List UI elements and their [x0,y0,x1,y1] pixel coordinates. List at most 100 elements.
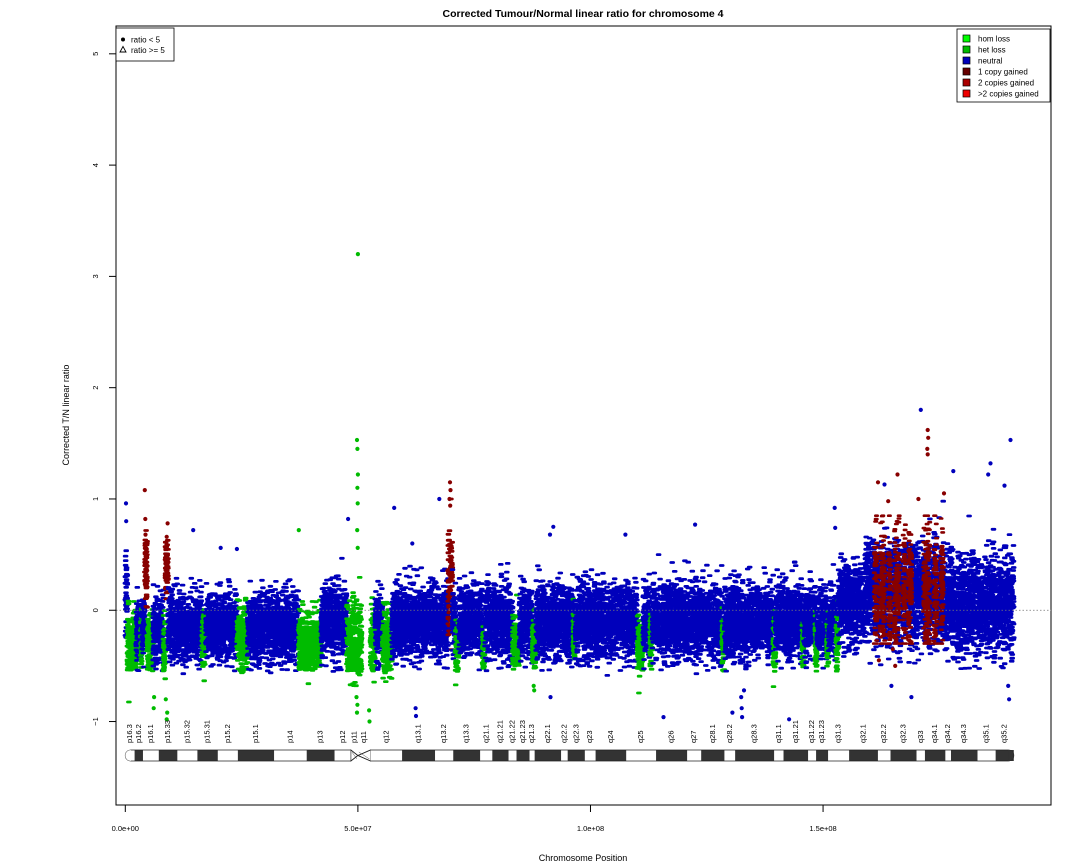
outlier-point-3 [355,472,360,477]
band-label-43: q34.2 [943,724,952,743]
legend-right-item-5: >2 copies gained [978,90,1039,99]
legend-swatch-1 [962,45,971,54]
outlier-point-4 [355,485,360,490]
outlier-point-61 [661,715,666,720]
band-labels: p16.3 p16.2 p16.1 p15.33 p15.32 p15.31 p15.2 p1… [125,720,1009,743]
gain-stripe-0 [871,514,880,645]
outlier-point-34 [916,496,921,502]
gain-stripe-4 [900,523,909,645]
band-q31.3 [828,750,850,761]
gain-stripe-1 [877,514,888,645]
outlier-point-59 [413,706,418,711]
outlier-point-62 [739,695,744,700]
segment-points-17 [344,576,365,688]
segment-points-20 [379,600,395,683]
outlier-point-55 [165,710,170,715]
band-label-8: p14 [285,730,294,743]
outlier-point-65 [741,688,747,693]
legend-swatch-5 [962,89,971,98]
band-q21.22 [508,750,517,761]
band-label-36: q31.23 [817,720,826,743]
band-label-5: p15.31 [203,720,212,743]
x-tick-label-2: 1.0e+08 [577,824,604,833]
outlier-point-14 [165,521,170,526]
outlier-point-76 [890,647,895,652]
outlier-point-77 [889,683,894,689]
x-tick-label-0: 0.0e+00 [112,824,139,833]
legend-triangle-icon [119,45,127,53]
segment-points-30 [529,607,539,670]
band-q13.2 [435,750,454,761]
y-tick-label-4: 3 [91,274,100,278]
segment-points-8 [160,609,169,681]
outlier-point-68 [548,695,553,700]
band-q13.3 [453,750,481,761]
band-label-23: q22.2 [559,724,568,743]
band-label-4: p15.32 [182,720,191,743]
outlier-point-39 [832,505,837,510]
band-label-46: q35.2 [1000,724,1009,743]
outlier-point-44 [623,532,628,537]
band-q22.2 [561,750,568,761]
segment-points-22 [445,497,456,651]
band-q25 [626,750,657,761]
outlier-point-15 [164,534,169,539]
band-label-34: q31.21 [791,720,800,743]
band-label-44: q34.3 [959,724,968,743]
band-label-20: q21.23 [518,720,527,743]
band-label-45: q35.1 [982,724,991,743]
band-p15.2 [217,750,238,761]
segment-points-49 [835,552,868,658]
outlier-point-9 [123,501,129,506]
outlier-point-54 [164,717,169,722]
outlier-point-35 [886,499,891,504]
band-hatch-12 [358,751,370,760]
outlier-point-5 [355,501,360,506]
band-q31.21 [783,750,809,761]
band-q12 [370,750,403,761]
plot-frame [115,25,1052,806]
band-label-16: q13.3 [462,724,471,743]
legend-point-shapes: ratio < 5 ratio >= 5 [115,27,175,62]
legend-right-item-1: het loss [978,46,1006,55]
band-label-39: q32.2 [879,724,888,743]
band-q21.21 [492,750,509,761]
outlier-point-71 [1007,697,1012,702]
legend-swatch-2 [962,56,971,65]
x-axis-label: Chromosome Position [539,853,628,863]
legend-left-item-1: ratio >= 5 [131,46,165,55]
outlier-point-60 [413,713,419,719]
segment-points-39 [721,565,777,673]
band-q34.3 [950,750,978,761]
band-label-14: q13.1 [414,724,423,743]
band-label-33: q31.1 [774,724,783,743]
band-q34.2 [945,750,951,761]
outlier-point-18 [447,496,452,502]
band-p16.1 [142,750,159,761]
gain-stripe-3 [891,514,902,645]
band-q23 [584,750,596,761]
segment-points-51 [941,514,1017,670]
band-q22.1 [534,750,562,761]
band-label-29: q27 [689,730,698,743]
legend-swatch-0 [962,34,971,43]
outlier-point-52 [367,719,372,724]
gain-stripes [871,514,946,645]
outlier-point-16 [447,480,453,485]
band-label-26: q24 [606,730,615,743]
outlier-point-46 [234,546,239,552]
band-q31.23 [816,750,829,761]
band-label-6: p15.2 [223,724,232,743]
y-tick-label-6: 5 [91,52,100,56]
band-q21.3 [529,750,535,761]
outlier-point-8 [296,528,301,533]
band-q31.1 [774,750,784,761]
legend-right-item-3: 1 copy gained [978,68,1028,77]
band-label-10: p12 [338,730,347,743]
band-p15.1 [237,750,275,761]
band-label-27: q25 [636,730,645,743]
legend-dot-icon [121,37,125,42]
outlier-point-40 [833,525,838,531]
band-q34.1 [924,750,946,761]
outlier-point-32 [882,482,887,487]
